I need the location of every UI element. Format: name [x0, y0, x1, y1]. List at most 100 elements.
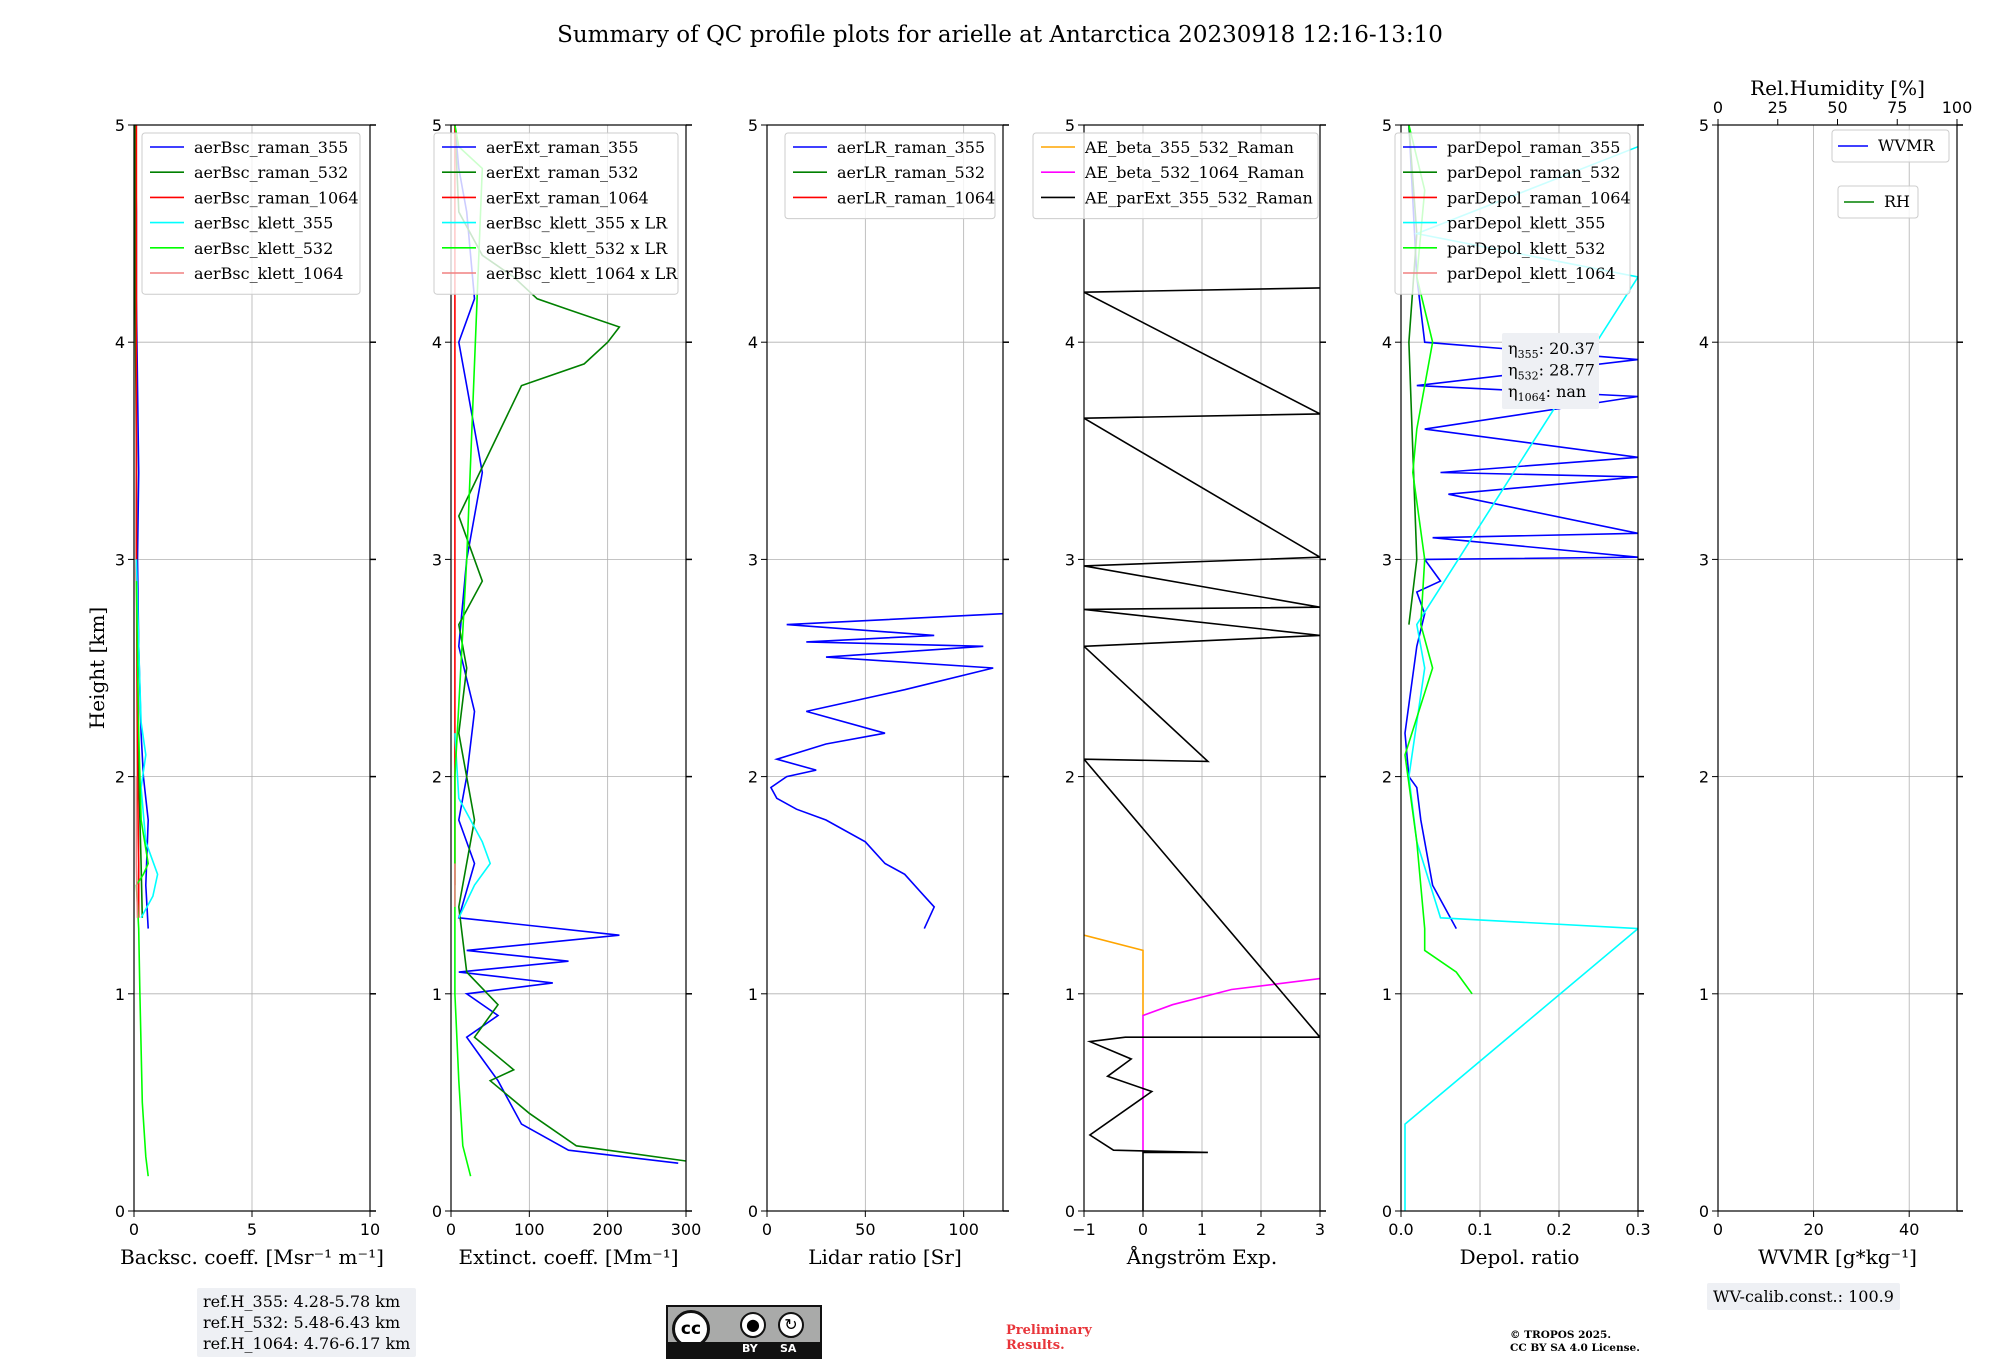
legend: AE_beta_355_532_Raman AE_beta_532_1064_Ra… — [1032, 132, 1319, 220]
x-axis-label: Extinct. coeff. [Mm⁻¹] — [458, 1245, 678, 1269]
y-tick-label: 4 — [115, 333, 125, 352]
legend-label: aerBsc_klett_532 — [194, 239, 333, 258]
x-tick-label: −1 — [1072, 1220, 1096, 1239]
y-tick-label: 0 — [1699, 1202, 1709, 1221]
attribution-icon: ● — [740, 1312, 766, 1338]
y-tick-label: 5 — [1065, 116, 1075, 135]
y-tick-label: 1 — [1382, 985, 1392, 1004]
y-tick-label: 3 — [1065, 550, 1075, 569]
legend-box — [1837, 185, 1919, 219]
series-line-aerLR_raman_355 — [769, 612, 1003, 929]
x-tick-label: 5 — [247, 1220, 257, 1239]
y-tick-label: 2 — [1065, 768, 1075, 787]
y-tick-label: 1 — [1065, 985, 1075, 1004]
plot-frame — [766, 124, 1004, 1212]
legend-label: parDepol_klett_1064 — [1447, 264, 1616, 283]
y-tick-label: 5 — [432, 116, 442, 135]
y-tick-label: 1 — [1699, 985, 1709, 1004]
y-tick-label: 0 — [1382, 1202, 1392, 1221]
x-tick-label: 0 — [762, 1220, 772, 1239]
x-tick-label: 2 — [1256, 1220, 1266, 1239]
legend-label: AE_parExt_355_532_Raman — [1084, 188, 1313, 207]
ref-height-1064: ref.H_1064: 4.76-6.17 km — [203, 1334, 411, 1353]
wv-calib-text: WV-calib.const.: 100.9 — [1713, 1287, 1894, 1306]
share-alike-icon: ↻ — [778, 1312, 804, 1338]
series-line-aerBsc_klett_1064 — [135, 776, 139, 918]
y-tick-label: 5 — [1699, 116, 1709, 135]
y-tick-label: 2 — [748, 768, 758, 787]
y-tick-label: 1 — [432, 985, 442, 1004]
x-axis-label: Backsc. coeff. [Msr⁻¹ m⁻¹] — [120, 1245, 384, 1269]
x-axis-label: Depol. ratio — [1460, 1245, 1580, 1269]
annotation-box — [1502, 333, 1599, 409]
panel-lidar_ratio: 0 50 100 0 1 2 3 4 5 Lidar ratio [Sr] aerLR_raman_… — [748, 116, 1009, 1269]
ref-height-532: ref.H_532: 5.48-6.43 km — [203, 1313, 401, 1332]
x-tick-label: 0 — [1713, 1220, 1723, 1239]
x-tick-label: 100 — [948, 1220, 979, 1239]
y-tick-label: 0 — [432, 1202, 442, 1221]
x-tick-label: 20 — [1803, 1220, 1823, 1239]
x-tick-label: 3 — [1315, 1220, 1325, 1239]
series-line-aerExt_raman_355 — [454, 125, 679, 1164]
legend-label: RH — [1884, 192, 1910, 211]
top-x-tick-label: 50 — [1827, 98, 1847, 117]
legend-label: parDepol_raman_1064 — [1447, 188, 1631, 207]
y-tick-label: 1 — [748, 985, 758, 1004]
series-line-aerExt_raman_532 — [454, 125, 686, 1162]
legend: aerExt_raman_355 aerExt_raman_532 aerExt_r… — [433, 132, 679, 295]
legend-label: aerBsc_raman_532 — [194, 163, 348, 182]
legend-label: aerLR_raman_1064 — [837, 188, 995, 207]
y-tick-label: 4 — [1699, 333, 1709, 352]
legend-label: aerBsc_klett_532 x LR — [486, 239, 668, 258]
copyright-line-2: CC BY SA 4.0 License. — [1510, 1342, 1640, 1354]
legend-label: aerBsc_klett_355 — [194, 214, 333, 233]
x-tick-label: 50 — [855, 1220, 875, 1239]
legend-label: aerBsc_klett_355 x LR — [486, 214, 668, 233]
x-tick-label: 0.2 — [1546, 1220, 1571, 1239]
y-tick-label: 3 — [115, 550, 125, 569]
y-tick-label: 4 — [1065, 333, 1075, 352]
copyright-line-1: © TROPOS 2025. — [1510, 1329, 1612, 1341]
preliminary-line-2: Results. — [1006, 1338, 1065, 1353]
series-line-parDepol_klett_355 — [1404, 145, 1638, 1211]
series-line-parDepol_klett_532 — [1404, 125, 1473, 995]
top-x-tick-label: 75 — [1887, 98, 1907, 117]
legend: aerBsc_raman_355 aerBsc_raman_532 aerBsc_r… — [141, 132, 361, 295]
x-tick-label: 40 — [1899, 1220, 1919, 1239]
y-tick-label: 0 — [1065, 1202, 1075, 1221]
legend-label: aerBsc_raman_355 — [194, 138, 348, 157]
y-tick-label: 2 — [1699, 768, 1709, 787]
y-tick-label: 5 — [1382, 116, 1392, 135]
legend-box — [784, 132, 996, 220]
figure-title: Summary of QC profile plots for arielle … — [557, 22, 1443, 48]
y-tick-label: 0 — [748, 1202, 758, 1221]
top-x-tick-label: 0 — [1713, 98, 1723, 117]
series-line-AE_beta_532_1064_Raman — [1142, 977, 1320, 1153]
x-axis-label: Lidar ratio [Sr] — [808, 1245, 962, 1269]
legend-box — [1831, 129, 1950, 163]
y-tick-label: 3 — [1699, 550, 1709, 569]
legend-label: parDepol_raman_355 — [1447, 138, 1620, 157]
y-tick-label: 4 — [432, 333, 442, 352]
legend-label: parDepol_raman_532 — [1447, 163, 1620, 182]
panel-extinction: 0 100 200 300 0 1 2 3 4 5 Extinct. coeff. [Mm⁻¹] ae… — [432, 116, 701, 1269]
annotation-line: η1064: nan — [1508, 382, 1586, 404]
legend-label: parDepol_klett_355 — [1447, 214, 1605, 233]
x-axis-label: WVMR [g*kg⁻¹] — [1758, 1245, 1917, 1269]
legend-label: aerExt_raman_1064 — [486, 188, 649, 207]
y-tick-label: 2 — [115, 768, 125, 787]
x-tick-label: 300 — [671, 1220, 702, 1239]
y-tick-label: 4 — [1382, 333, 1392, 352]
cc-badge-footer: BY SA — [668, 1342, 820, 1357]
ref-height-355: ref.H_355: 4.28-5.78 km — [203, 1292, 401, 1311]
panel-depolarization: 0.0 0.1 0.2 0.3 0 1 2 3 4 5 Depol. ratio parDepol_r… — [1382, 116, 1651, 1269]
x-tick-label: 1 — [1197, 1220, 1207, 1239]
cc-license-badge[interactable]: cc ● ↻ BY SA — [666, 1305, 822, 1359]
legend-label: aerBsc_klett_1064 x LR — [486, 264, 678, 283]
annotation-line: η532: 28.77 — [1508, 361, 1595, 383]
y-tick-label: 2 — [1382, 768, 1392, 787]
x-tick-label: 10 — [360, 1220, 380, 1239]
plot-frame — [1717, 124, 1958, 1212]
